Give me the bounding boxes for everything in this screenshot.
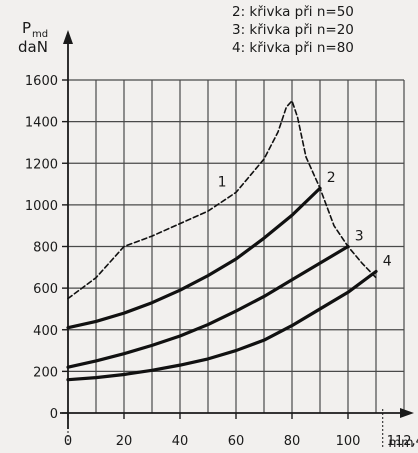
x-tick-label: 40 [172, 434, 189, 449]
x-marker-label: 112,4 [387, 434, 418, 449]
legend-entry: 2: křivka při n=50 [232, 4, 354, 20]
y-axis-label-subscript: md [32, 29, 48, 40]
curve-label-4: 4 [383, 253, 392, 269]
labels-layer: 0 200 400 600 800 1000 1200 1400 1600 0 20 40 60 80 10… [18, 4, 418, 451]
y-tick-label: 1400 [25, 116, 58, 131]
legend-entry: 4: křivka při n=80 [232, 40, 354, 56]
curve-label-3: 3 [355, 229, 364, 245]
legend-entry: 3: křivka při n=20 [232, 22, 354, 38]
x-tick-label: 100 [336, 434, 361, 449]
y-tick-label: 200 [33, 365, 58, 380]
grid [68, 79, 405, 413]
y-tick-label: 0 [50, 407, 58, 422]
series-line-3 [66, 244, 350, 369]
axes [60, 30, 414, 447]
x-axis-unit: mm [388, 436, 413, 451]
x-axis-arrow [400, 408, 414, 418]
series-line-2 [66, 186, 322, 330]
series-layer [66, 100, 378, 382]
x-tick-label: 60 [228, 434, 245, 449]
y-tick-label: 600 [33, 282, 58, 297]
curve-label-2: 2 [327, 170, 336, 186]
y-tick-label: 1600 [25, 74, 58, 89]
y-tick-label: 800 [33, 241, 58, 256]
x-tick-label: 0 [64, 434, 72, 449]
series-line-1 [67, 100, 377, 300]
x-tick-label: 80 [284, 434, 301, 449]
y-tick-label: 1200 [25, 157, 58, 172]
y-axis-label: Pmd [22, 19, 48, 40]
x-tick-label: 20 [116, 434, 133, 449]
y-axis-unit: daN [18, 38, 48, 56]
curve-label-1: 1 [218, 174, 227, 190]
series-line-4 [66, 269, 378, 382]
y-axis-arrow [63, 30, 73, 44]
y-tick-label: 400 [33, 324, 58, 339]
y-tick-label: 1000 [25, 199, 58, 214]
